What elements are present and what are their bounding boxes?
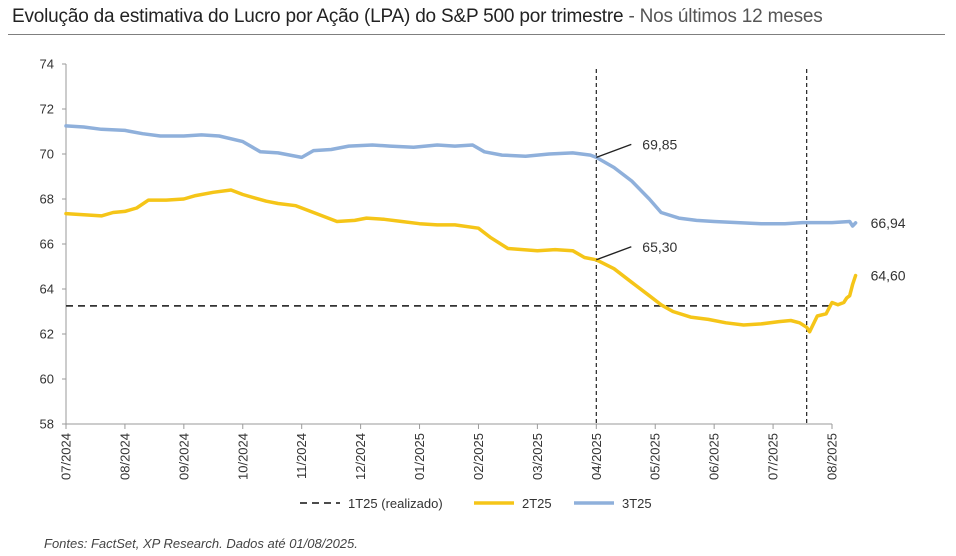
y-tick-label: 58: [40, 417, 54, 432]
legend-label: 2T25: [522, 496, 552, 511]
source-note: Fontes: FactSet, XP Research. Dados até …: [44, 536, 358, 551]
chart-title-sub: - Nos últimos 12 meses: [623, 6, 823, 27]
y-tick-label: 74: [40, 57, 54, 72]
x-tick-label: 07/2024: [59, 433, 74, 480]
x-tick-label: 12/2024: [353, 433, 368, 480]
y-tick-label: 68: [40, 192, 54, 207]
annotation-leader-line: [596, 143, 632, 159]
legend-label: 1T25 (realizado): [348, 496, 443, 511]
annotation-label: 65,30: [642, 239, 677, 255]
annotation-label: 66,94: [871, 215, 906, 231]
title-divider: [8, 34, 945, 35]
x-tick-label: 11/2024: [294, 433, 309, 479]
x-tick-label: 10/2024: [235, 433, 250, 480]
y-tick-label: 62: [40, 327, 54, 342]
chart-title-main: Evolução da estimativa do Lucro por Ação…: [12, 6, 624, 27]
y-tick-label: 64: [40, 282, 54, 297]
x-tick-label: 07/2025: [766, 433, 781, 480]
x-tick-label: 08/2025: [825, 433, 840, 480]
annotation-leader-line: [596, 246, 632, 261]
x-tick-label: 02/2025: [471, 433, 486, 480]
y-tick-label: 72: [40, 102, 54, 117]
y-tick-label: 60: [40, 372, 54, 387]
x-tick-label: 03/2025: [530, 433, 545, 480]
legend-label: 3T25: [622, 496, 652, 511]
x-tick-label: 04/2025: [589, 433, 604, 480]
x-tick-label: 01/2025: [412, 433, 427, 480]
x-tick-label: 05/2025: [648, 433, 663, 480]
annotation-label: 64,60: [871, 268, 906, 284]
x-tick-label: 08/2024: [117, 433, 132, 480]
x-tick-label: 06/2025: [707, 433, 722, 480]
chart-title: Evolução da estimativa do Lucro por Ação…: [12, 6, 823, 28]
series-line-3T25: [64, 124, 858, 228]
y-tick-label: 66: [40, 237, 54, 252]
y-tick-label: 70: [40, 147, 54, 162]
series-line-2T25: [64, 188, 858, 334]
x-tick-label: 09/2024: [176, 433, 191, 480]
annotation-label: 69,85: [642, 136, 677, 152]
